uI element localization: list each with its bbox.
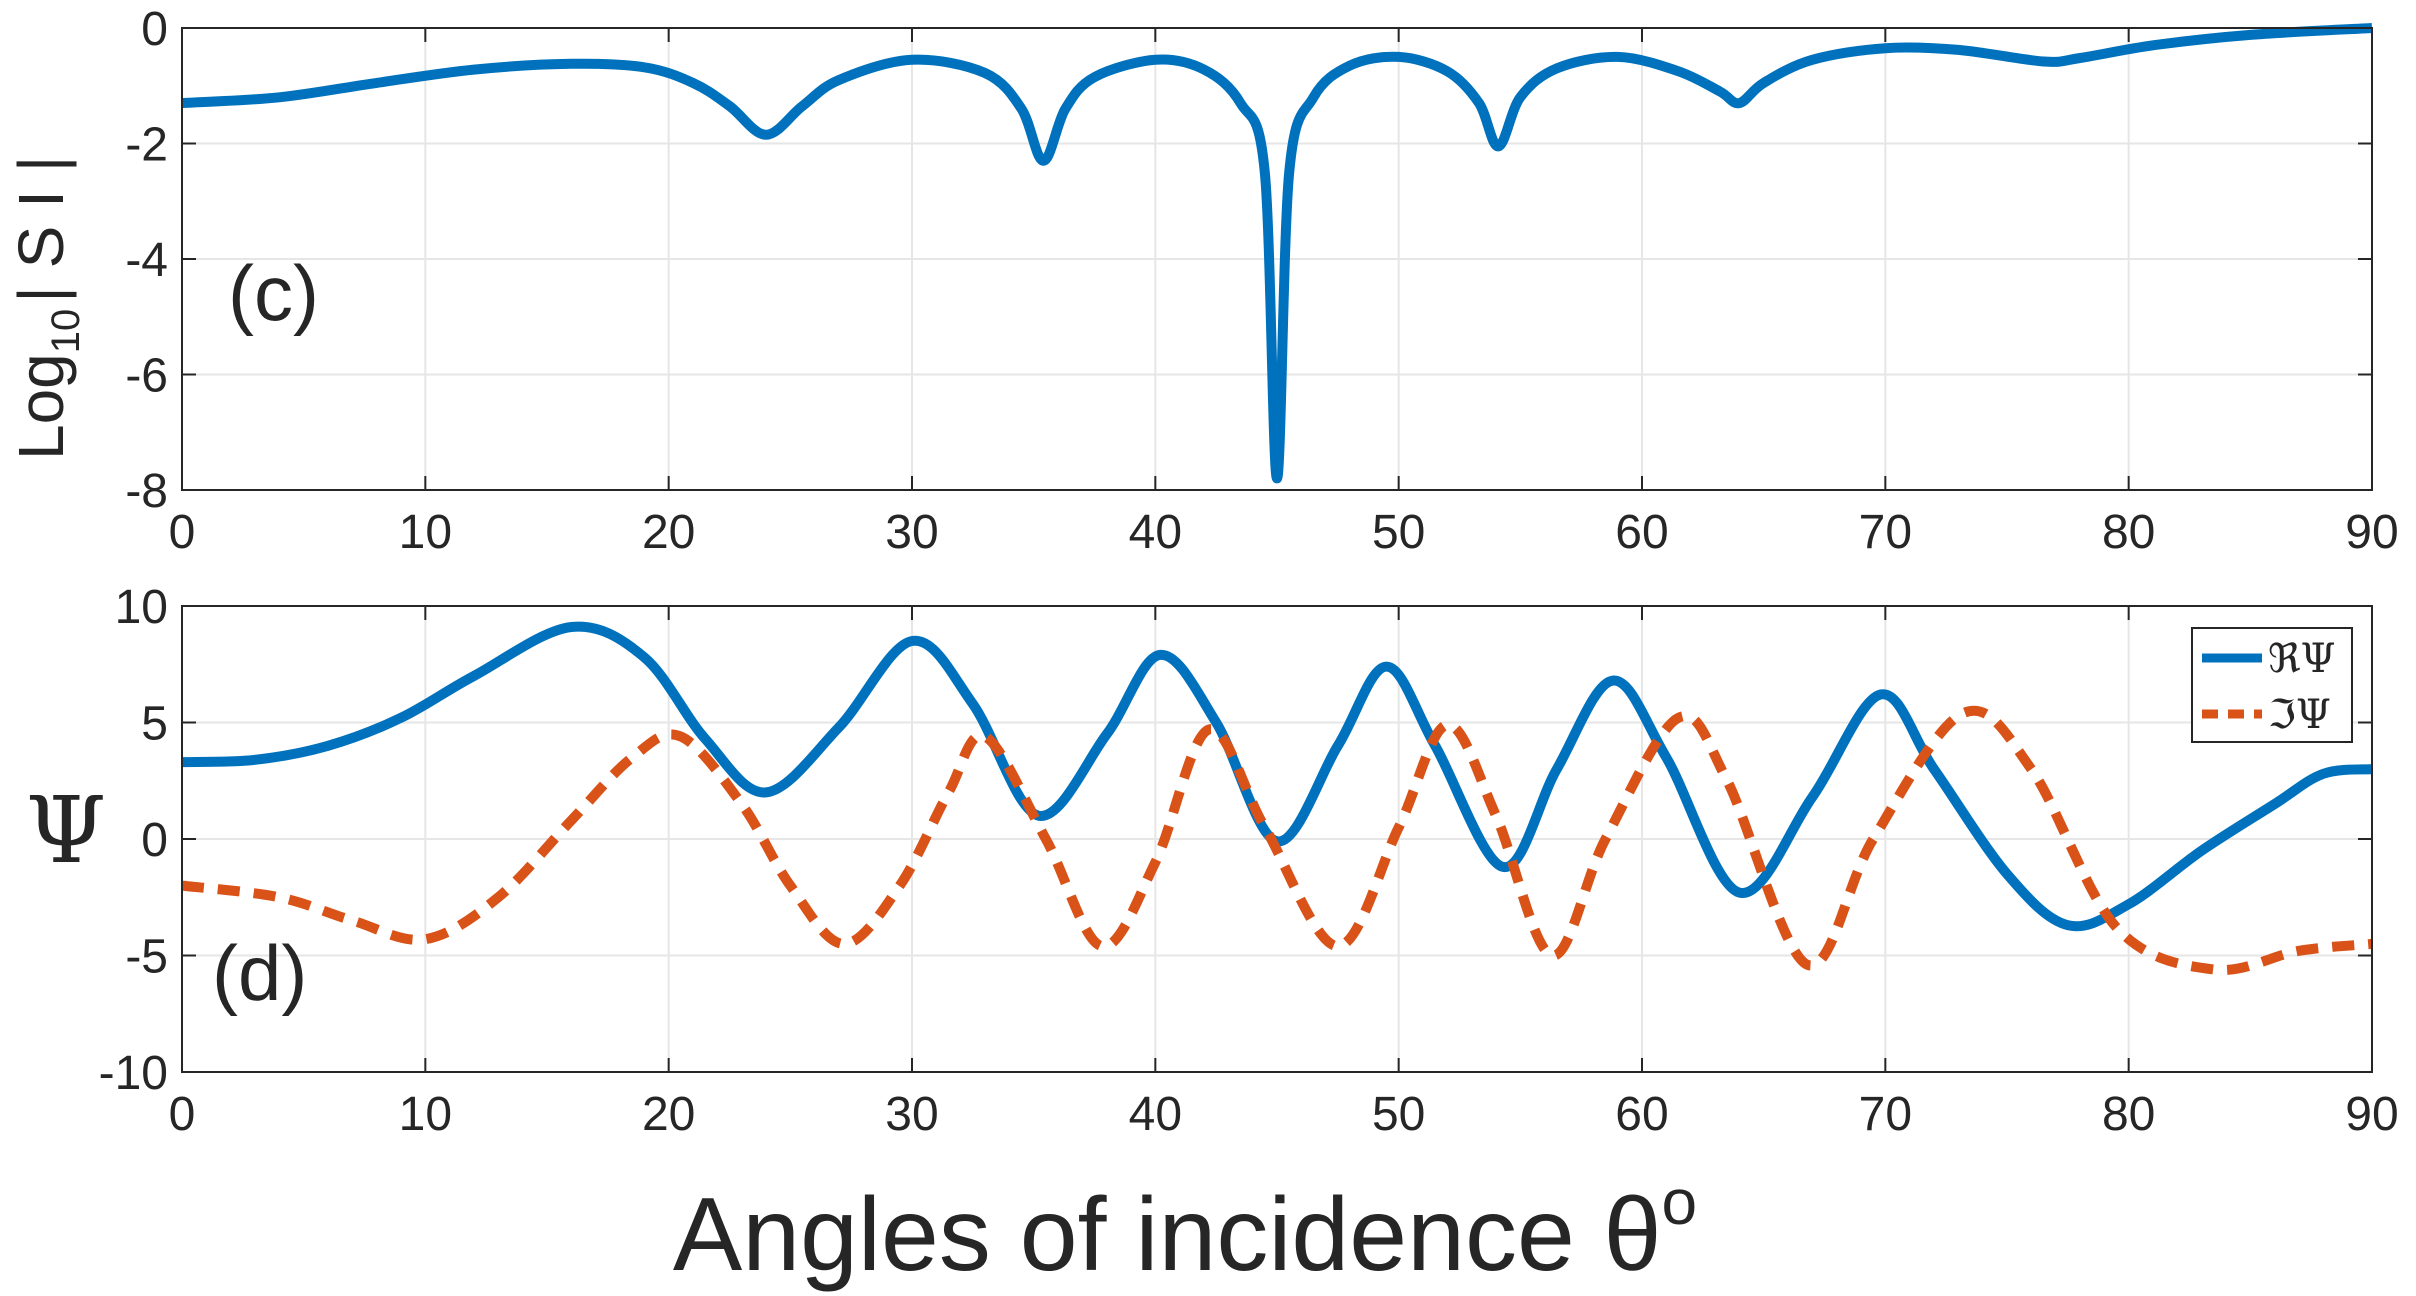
x-tick-label: 80	[2102, 1088, 2155, 1141]
x-tick-label: 70	[1859, 1088, 1912, 1141]
y-tick-label: 5	[141, 698, 168, 751]
panel-d-ticks	[181, 605, 2373, 1073]
y-tick-label: 10	[115, 581, 168, 634]
panel-c-tick-labels: 0 10 20 30 40 50 60 70 80 90 -8 -6 -4 -2 0	[125, 3, 2398, 559]
legend-real-label: ℜΨ	[2268, 636, 2336, 682]
x-tick-label: 90	[2345, 506, 2398, 559]
x-axis-label-main: Angles of incidence θ	[673, 1177, 1662, 1293]
x-tick-label: 20	[642, 506, 695, 559]
series-line-primary	[181, 621, 2373, 932]
x-tick-label: 80	[2102, 506, 2155, 559]
x-tick-label: 60	[1615, 506, 1668, 559]
panel-c-label: (c)	[228, 249, 319, 337]
x-axis-label: Angles of incidence θo	[673, 1166, 1697, 1293]
panel-c-ylabel: Log10 | S I |	[5, 156, 88, 460]
x-tick-label: 70	[1859, 506, 1912, 559]
panel-c-ylabel-subscript: 10	[44, 309, 88, 354]
panel-c-ylabel-suffix: | S I |	[5, 156, 77, 303]
panel-d-plot: 0 10 20 30 40 50 60 70 80 90 -10 -5 0 5 10 (d) Ψ ℜΨ ℑΨ	[26, 581, 2399, 1141]
panel-d-label: (d)	[212, 929, 307, 1017]
x-axis-label-superscript: o	[1662, 1166, 1698, 1238]
x-tick-label: 40	[1129, 1088, 1182, 1141]
x-tick-label: 50	[1372, 506, 1425, 559]
y-tick-label: -10	[99, 1047, 168, 1100]
y-tick-label: -2	[125, 119, 168, 172]
y-tick-label: -4	[125, 234, 168, 287]
panel-d-curves	[181, 621, 2373, 976]
y-tick-label: -5	[125, 931, 168, 984]
x-tick-label: 0	[169, 1088, 196, 1141]
y-tick-label: 0	[141, 3, 168, 56]
x-tick-label: 10	[399, 506, 452, 559]
series-line-primary	[181, 23, 2373, 484]
x-tick-label: 40	[1129, 506, 1182, 559]
series-line-secondary	[181, 705, 2373, 976]
x-tick-label: 50	[1372, 1088, 1425, 1141]
legend-box	[2191, 627, 2353, 743]
x-tick-label: 0	[169, 506, 196, 559]
x-tick-label: 20	[642, 1088, 695, 1141]
y-tick-label: -6	[125, 350, 168, 403]
panel-c-plot: 0 10 20 30 40 50 60 70 80 90-8-6-4-20 (c) Log10| …	[5, 3, 2399, 559]
panel-c-curves	[181, 23, 2373, 484]
y-tick-label: 0	[141, 814, 168, 867]
x-tick-label: 30	[885, 1088, 938, 1141]
x-tick-label: 90	[2345, 1088, 2398, 1141]
panel-c-ticks	[181, 27, 2373, 491]
x-tick-label: 30	[885, 506, 938, 559]
panel-d-ylabel: Ψ	[26, 777, 107, 884]
x-tick-label: 10	[399, 1088, 452, 1141]
legend-imag-label: ℑΨ	[2268, 692, 2331, 738]
x-tick-label: 60	[1615, 1088, 1668, 1141]
panel-d-tick-labels: 0 10 20 30 40 50 60 70 80 90 -10 -5 0 5 10	[99, 581, 2399, 1141]
y-tick-label: -8	[125, 465, 168, 518]
legend: ℜΨ ℑΨ	[2191, 627, 2353, 743]
panel-c-ylabel-main: Log	[5, 353, 77, 460]
